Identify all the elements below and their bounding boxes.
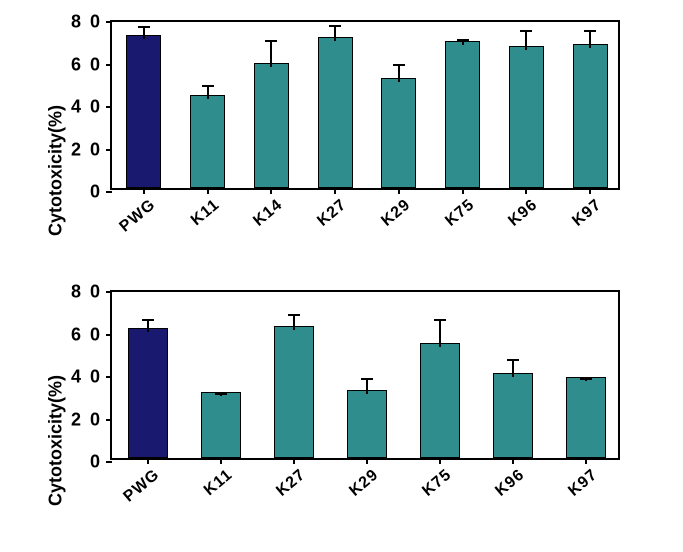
chart-0-xtick-label: K27	[314, 196, 350, 231]
chart-0-errorbar	[143, 27, 145, 39]
chart-0-errorbar-cap	[393, 64, 405, 66]
chart-1-xtick	[439, 458, 441, 464]
chart-0-errorbar	[334, 26, 336, 41]
chart-1-xtick-label: K27	[273, 466, 309, 501]
chart-1-xtick	[585, 458, 587, 464]
chart-0-errorbar	[207, 86, 209, 99]
chart-0-xtick-label: K97	[569, 196, 605, 231]
chart-1-y-axis-label: Cytotoxicity(%)	[46, 375, 67, 506]
chart-1-ytick-label: 2 0	[71, 409, 102, 430]
chart-0-errorbar	[525, 31, 527, 50]
chart-0-xtick	[398, 188, 400, 194]
chart-1-bar	[420, 343, 460, 458]
chart-0-bar	[381, 78, 416, 189]
chart-1-ytick	[106, 376, 112, 378]
chart-0-xtick	[334, 188, 336, 194]
chart-1-errorbar	[147, 320, 149, 333]
chart-0-errorbar	[398, 65, 400, 82]
chart-0-ytick	[106, 191, 112, 193]
chart-0-errorbar	[270, 41, 272, 67]
figure: Cytotoxicity(%) 0 2 0 4 0 6 0 8 0 PWG K11 K14 K27…	[0, 0, 683, 552]
chart-0-bar	[509, 46, 544, 188]
chart-0-bar	[254, 63, 289, 188]
chart-0-xtick-label: PWG	[116, 196, 159, 236]
chart-1-errorbar	[512, 360, 514, 377]
chart-1-xtick	[512, 458, 514, 464]
chart-0-errorbar	[589, 31, 591, 48]
chart-1-errorbar-cap	[361, 378, 373, 380]
chart-0-errorbar-cap	[457, 39, 469, 41]
chart-1-ytick-label: 4 0	[71, 367, 102, 388]
chart-1-bar	[201, 392, 241, 458]
chart-0-plot-area: Cytotoxicity(%)02 04 06 08 0PWGK11K14K27…	[110, 20, 620, 190]
chart-0-xtick-label: K14	[251, 196, 287, 231]
chart-1-xtick-label: K29	[346, 466, 382, 501]
chart-0-bar	[445, 41, 480, 188]
chart-1-xtick	[293, 458, 295, 464]
chart-1-bar	[274, 326, 314, 458]
chart-1-errorbar-cap	[434, 319, 446, 321]
chart-1-xtick-label: K75	[419, 466, 455, 501]
chart-0-ytick-label: 8 0	[71, 12, 102, 33]
chart-0-xtick	[270, 188, 272, 194]
chart-0-ytick	[106, 149, 112, 151]
chart-0-xtick-label: K29	[378, 196, 414, 231]
chart-0-errorbar-cap	[202, 85, 214, 87]
chart-0-ytick-label: 0	[90, 182, 102, 203]
chart-0-bar	[318, 37, 353, 188]
chart-1-xtick	[147, 458, 149, 464]
chart-0-xtick	[143, 188, 145, 194]
chart-0-xtick-label: K96	[506, 196, 542, 231]
chart-1-ytick-label: 8 0	[71, 282, 102, 303]
chart-1-xtick-label: PWG	[121, 466, 164, 506]
chart-0-ytick	[106, 106, 112, 108]
chart-1-bar	[493, 373, 533, 458]
chart-0-xtick	[207, 188, 209, 194]
chart-0-ytick	[106, 64, 112, 66]
chart-1-bar	[347, 390, 387, 458]
chart-0-y-axis-label: Cytotoxicity(%)	[46, 105, 67, 236]
chart-1-xtick-label: K97	[565, 466, 601, 501]
chart-1-plot-area: Cytotoxicity(%)02 04 06 08 0PWGK11K27K29…	[110, 290, 620, 460]
chart-0-xtick	[525, 188, 527, 194]
chart-1-errorbar	[293, 315, 295, 330]
chart-0-ytick-label: 6 0	[71, 54, 102, 75]
chart-0-errorbar-cap	[138, 26, 150, 28]
chart-0-xtick	[589, 188, 591, 194]
chart-1-bar	[566, 377, 606, 458]
chart-1-ytick	[106, 419, 112, 421]
chart-0-bar	[573, 44, 608, 189]
chart-0-bar	[126, 35, 161, 188]
chart-0-errorbar-cap	[584, 30, 596, 32]
chart-0-bar	[190, 95, 225, 189]
chart-1-xtick	[220, 458, 222, 464]
chart-0-errorbar-cap	[520, 30, 532, 32]
chart-0-errorbar-cap	[329, 25, 341, 27]
chart-0-ytick	[106, 21, 112, 23]
chart-1-ytick	[106, 291, 112, 293]
chart-1-errorbar-cap	[215, 393, 227, 395]
chart-0-ytick-label: 2 0	[71, 139, 102, 160]
chart-1-errorbar-cap	[580, 378, 592, 380]
chart-1-ytick	[106, 461, 112, 463]
chart-1-errorbar	[439, 320, 441, 348]
chart-0-ytick-label: 4 0	[71, 97, 102, 118]
chart-0-xtick	[462, 188, 464, 194]
chart-1-xtick	[366, 458, 368, 464]
chart-1-ytick-label: 0	[90, 452, 102, 473]
chart-1-errorbar-cap	[288, 314, 300, 316]
chart-1-errorbar	[366, 379, 368, 394]
chart-0-xtick-label: K11	[188, 196, 224, 230]
chart-1-xtick-label: K96	[492, 466, 528, 501]
chart-1-ytick-label: 6 0	[71, 324, 102, 345]
chart-0-errorbar-cap	[265, 40, 277, 42]
chart-1-errorbar-cap	[142, 319, 154, 321]
chart-1-errorbar-cap	[507, 359, 519, 361]
chart-1-xtick-label: K11	[201, 466, 237, 500]
chart-1-bar	[128, 328, 168, 458]
chart-0-xtick-label: K75	[442, 196, 478, 231]
chart-1-ytick	[106, 334, 112, 336]
